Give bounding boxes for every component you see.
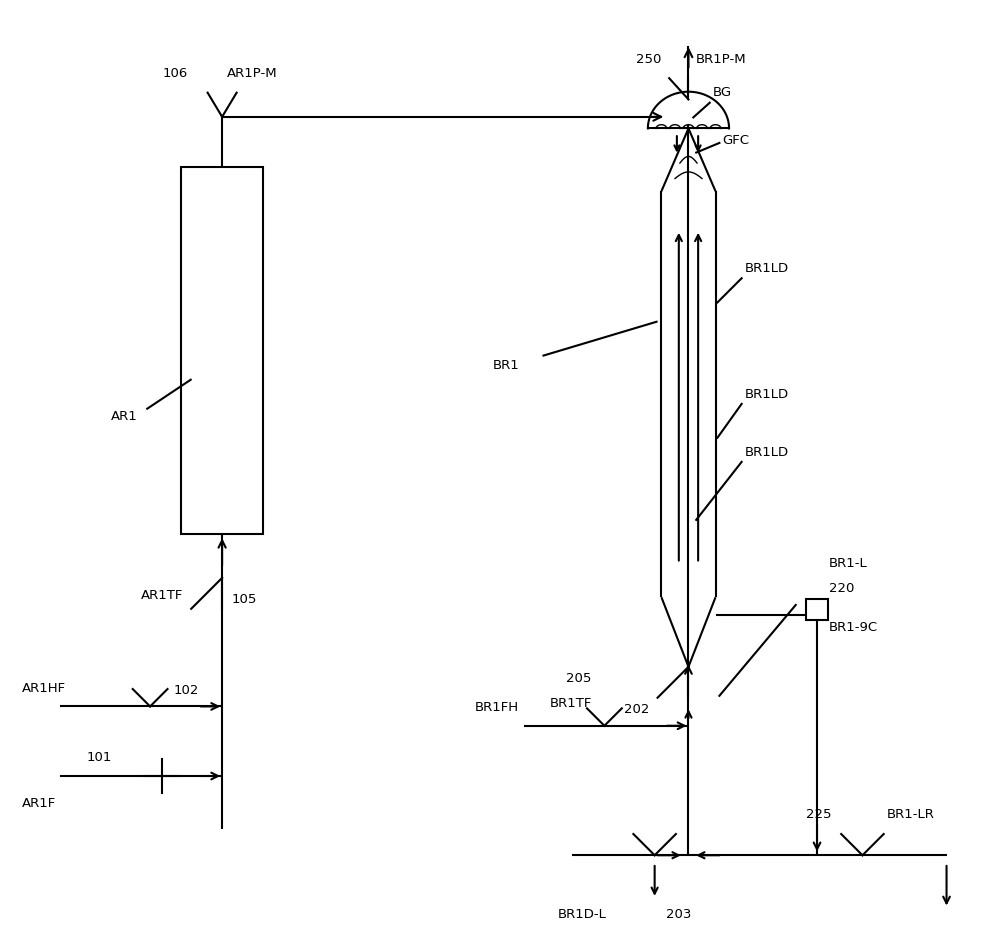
Text: 202: 202	[624, 703, 649, 716]
Text: 250: 250	[636, 53, 661, 66]
Text: BR1LD: BR1LD	[745, 388, 789, 401]
Text: AR1TF: AR1TF	[141, 589, 183, 602]
Text: BR1: BR1	[493, 359, 519, 372]
Text: 205: 205	[566, 672, 592, 685]
Text: BG: BG	[713, 86, 732, 99]
Text: GFC: GFC	[722, 133, 749, 146]
Text: 106: 106	[163, 67, 188, 80]
Text: 101: 101	[86, 752, 112, 765]
Text: 102: 102	[173, 684, 199, 697]
Text: AR1HF: AR1HF	[22, 682, 66, 695]
Text: BR1-L: BR1-L	[829, 557, 867, 570]
Text: AR1F: AR1F	[22, 797, 56, 810]
Text: BR1LD: BR1LD	[745, 262, 789, 275]
Text: AR1P-M: AR1P-M	[227, 67, 278, 80]
Text: BR1LD: BR1LD	[745, 446, 789, 459]
Text: BR1P-M: BR1P-M	[696, 53, 747, 66]
Bar	[181, 167, 263, 534]
Text: BR1-LR: BR1-LR	[887, 808, 934, 821]
Text: AR1: AR1	[111, 410, 138, 423]
Bar	[806, 599, 828, 620]
Text: BR1D-L: BR1D-L	[558, 908, 607, 921]
Text: 105: 105	[232, 592, 257, 605]
Text: 225: 225	[806, 808, 832, 821]
Text: BR1TF: BR1TF	[549, 697, 592, 710]
Text: BR1-9C: BR1-9C	[829, 621, 878, 634]
Text: 220: 220	[829, 582, 854, 595]
Text: BR1FH: BR1FH	[475, 701, 519, 714]
Text: 203: 203	[666, 908, 692, 921]
